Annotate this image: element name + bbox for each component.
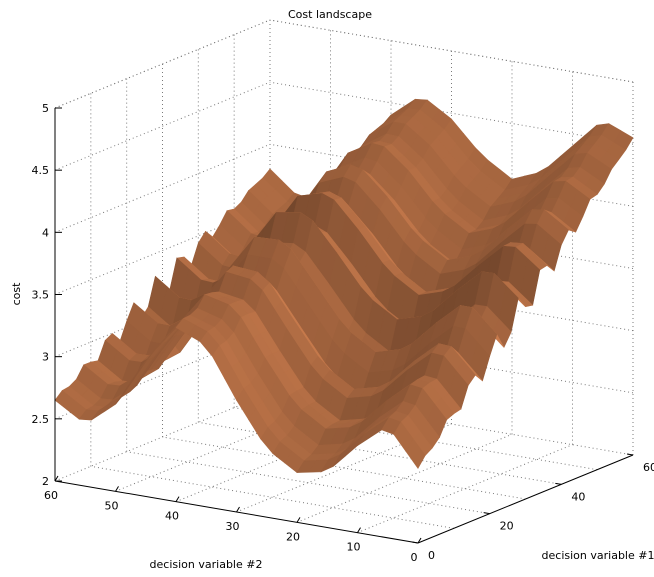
x-axis-label: decision variable #1 <box>542 549 654 562</box>
x-tick <box>555 483 561 484</box>
z-tick-label: 3.5 <box>32 289 50 302</box>
y-axis-label: decision variable #2 <box>150 558 263 571</box>
y-tick <box>116 486 119 491</box>
x-tick <box>484 513 490 514</box>
z-tick-label: 5 <box>42 102 49 115</box>
z-tick-label: 3 <box>42 351 49 364</box>
x-tick <box>412 542 418 543</box>
z-tick-label: 4.5 <box>32 164 50 177</box>
y-tick-label: 10 <box>347 541 361 554</box>
y-tick-label: 50 <box>105 499 119 512</box>
y-tick-label: 60 <box>44 489 58 502</box>
x-axis-line <box>418 455 633 543</box>
chart-title: Cost landscape <box>288 8 372 21</box>
y-tick <box>358 528 361 533</box>
floor-gridline <box>91 466 454 528</box>
floor-gridline <box>358 445 573 533</box>
y-tick <box>237 507 240 512</box>
y-tick <box>176 497 179 502</box>
wall-gridline <box>270 20 633 82</box>
x-tick-label: 0 <box>428 549 435 562</box>
cost-surface <box>55 99 633 472</box>
z-tick-label: 4 <box>42 226 49 239</box>
x-tick <box>627 454 633 455</box>
x-tick-label: 60 <box>643 461 654 474</box>
y-tick <box>297 517 300 522</box>
wall-gridline <box>55 20 270 108</box>
y-tick-label: 0 <box>411 551 418 564</box>
z-tick-label: 2 <box>42 475 49 488</box>
x-tick-label: 20 <box>500 520 514 533</box>
y-tick-label: 40 <box>165 510 179 523</box>
x-tick-label: 40 <box>571 490 585 503</box>
y-tick-label: 20 <box>286 530 300 543</box>
z-tick-label: 2.5 <box>32 413 50 426</box>
floor-gridline <box>198 422 561 484</box>
y-tick-label: 30 <box>226 520 240 533</box>
z-axis-label: cost <box>10 282 23 306</box>
